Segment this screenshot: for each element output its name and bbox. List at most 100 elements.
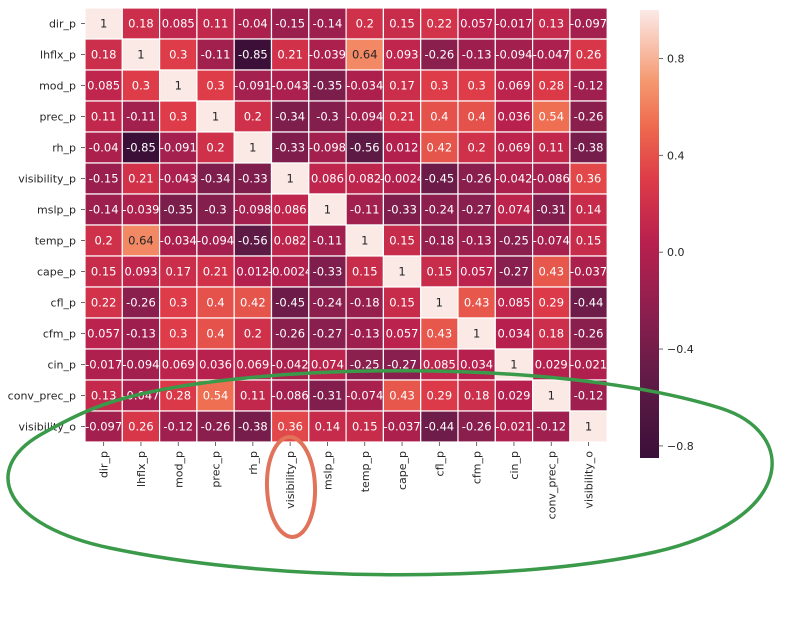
cell-value-label: 0.43 <box>464 296 490 310</box>
cell-value-label: -0.24 <box>424 203 454 217</box>
cell-value-label: -0.26 <box>201 420 231 434</box>
heatmap-cell-visibility_p-mod_p <box>159 162 198 195</box>
cell-value-label: -0.45 <box>424 172 454 186</box>
cell-value-label: 0.17 <box>165 265 191 279</box>
cell-value-label: 0.069 <box>236 358 269 372</box>
cell-value-label: -0.021 <box>570 358 607 372</box>
cell-value-label: -0.039 <box>309 48 346 62</box>
heatmap-cell-cfl_p-visibility_o <box>569 286 608 319</box>
cell-value-label: -0.38 <box>574 141 604 155</box>
cell-value-label: -0.13 <box>462 234 492 248</box>
cell-value-label: -0.0024 <box>380 172 424 186</box>
cell-value-label: -0.38 <box>238 420 268 434</box>
cell-value-label: -0.097 <box>85 420 122 434</box>
heatmap-cell-visibility_p-lhflx_p <box>121 162 161 195</box>
heatmap-cell-conv_prec_p-prec_p <box>196 379 235 412</box>
cell-value-label: 1 <box>436 296 443 310</box>
cell-value-label: -0.18 <box>350 296 380 310</box>
heatmap-cell-dir_p-visibility_o <box>569 7 608 40</box>
heatmap-cell-cfm_p-rh_p <box>233 317 273 350</box>
heatmap-cell-cfl_p-cin_p <box>494 286 534 319</box>
cell-value-label: 1 <box>137 48 144 62</box>
heatmap-cell-visibility_p-rh_p <box>233 162 273 195</box>
cell-value-label: 0.15 <box>91 265 117 279</box>
cell-value-label: 0.11 <box>91 110 117 124</box>
heatmap-cell-lhflx_p-dir_p <box>84 38 123 71</box>
cell-value-label: -0.45 <box>275 296 305 310</box>
heatmap-cell-lhflx_p-visibility_p <box>270 38 310 71</box>
heatmap-cell-conv_prec_p-cfm_p <box>457 379 496 412</box>
cell-value-label: -0.037 <box>570 265 607 279</box>
cell-value-label: 0.036 <box>497 110 530 124</box>
heatmap-cell-prec_p-temp_p <box>345 100 385 133</box>
cell-value-label: 0.085 <box>87 79 120 93</box>
heatmap-cell-mslp_p-visibility_o <box>569 193 608 226</box>
x-tick-label-rh_p: rh_p <box>247 451 260 475</box>
cell-value-label: -0.34 <box>275 110 305 124</box>
cell-value-label: 0.43 <box>538 265 564 279</box>
heatmap-cell-mslp_p-prec_p <box>196 193 235 226</box>
cell-value-label: 0.085 <box>162 17 195 31</box>
cell-value-label: 0.4 <box>206 296 224 310</box>
cell-value-label: -0.14 <box>313 17 343 31</box>
cell-value-label: -0.44 <box>424 420 454 434</box>
y-tick-label-cape_p: cape_p <box>37 266 76 279</box>
cell-value-label: -0.33 <box>275 141 305 155</box>
cell-value-label: 0.085 <box>497 296 530 310</box>
heatmap-cell-cfl_p-mslp_p <box>308 286 347 319</box>
heatmap-cell-conv_prec_p-mslp_p <box>308 379 347 412</box>
cell-value-label: 0.43 <box>389 389 415 403</box>
heatmap-cell-prec_p-mod_p <box>159 100 198 133</box>
heatmap-cell-cfl_p-cfm_p <box>457 286 496 319</box>
heatmap-cell-cfl_p-lhflx_p <box>121 286 161 319</box>
y-tick-label-temp_p: temp_p <box>35 235 76 248</box>
cell-value-label: -0.043 <box>272 79 309 93</box>
cell-value-label: 0.093 <box>386 48 419 62</box>
cell-value-label: 0.54 <box>538 110 564 124</box>
cell-value-label: 0.4 <box>206 327 224 341</box>
heatmap-cell-cfm_p-cin_p <box>494 317 534 350</box>
heatmap-cell-visibility_p-prec_p <box>196 162 235 195</box>
cell-value-label: 0.082 <box>348 172 381 186</box>
cell-value-label: -0.35 <box>313 79 343 93</box>
cell-value-label: 0.069 <box>497 79 530 93</box>
cell-value-label: -0.094 <box>197 234 234 248</box>
heatmap-cell-lhflx_p-visibility_o <box>569 38 608 71</box>
heatmap-cell-conv_prec_p-visibility_p <box>270 379 310 412</box>
cell-value-label: -0.27 <box>499 265 529 279</box>
heatmap-cell-mod_p-cfl_p <box>420 69 459 102</box>
heatmap-cell-cfm_p-mod_p <box>159 317 198 350</box>
cell-value-label: -0.11 <box>313 234 343 248</box>
cell-value-label: 0.28 <box>165 389 191 403</box>
cell-value-label: 0.069 <box>162 358 195 372</box>
heatmap-cell-conv_prec_p-cfl_p <box>420 379 459 412</box>
heatmap-cell-lhflx_p-cfm_p <box>457 38 496 71</box>
cell-value-label: 0.15 <box>352 265 378 279</box>
heatmap-cell-dir_p-cfm_p <box>457 7 496 40</box>
cell-value-label: 0.074 <box>497 203 530 217</box>
colorbar-tick-label: −0.8 <box>667 440 694 453</box>
heatmap-cell-cape_p-cfl_p <box>420 255 459 288</box>
cell-value-label: 0.13 <box>91 389 117 403</box>
cell-value-label: -0.11 <box>201 48 231 62</box>
cell-value-label: -0.034 <box>160 234 197 248</box>
colorbar-tick-label: 0.0 <box>667 246 685 259</box>
heatmap-cell-cape_p-lhflx_p <box>121 255 161 288</box>
heatmap-cell-mslp_p-rh_p <box>233 193 273 226</box>
y-tick-label-visibility_p: visibility_p <box>18 173 76 186</box>
heatmap-cell-visibility_p-cfm_p <box>457 162 496 195</box>
x-tick-label-prec_p: prec_p <box>210 451 223 488</box>
cell-value-label: -0.13 <box>126 327 156 341</box>
cell-value-label: 0.3 <box>206 79 224 93</box>
cell-value-label: 0.11 <box>203 17 229 31</box>
heatmap-cell-mod_p-visibility_o <box>569 69 608 102</box>
cell-value-label: 0.074 <box>311 358 344 372</box>
cell-value-label: 0.64 <box>128 234 154 248</box>
x-tick-labels: dir_p lhflx_p mod_p prec_p rh_p visibility_p m… <box>98 442 596 519</box>
cell-value-label: 0.11 <box>538 141 564 155</box>
heatmap-cell-mslp_p-visibility_p <box>270 193 310 226</box>
cell-value-label: -0.12 <box>574 79 604 93</box>
cell-value-label: -0.27 <box>387 358 417 372</box>
heatmap-cell-cin_p-cfm_p <box>457 348 496 381</box>
cell-value-label: -0.039 <box>122 203 159 217</box>
